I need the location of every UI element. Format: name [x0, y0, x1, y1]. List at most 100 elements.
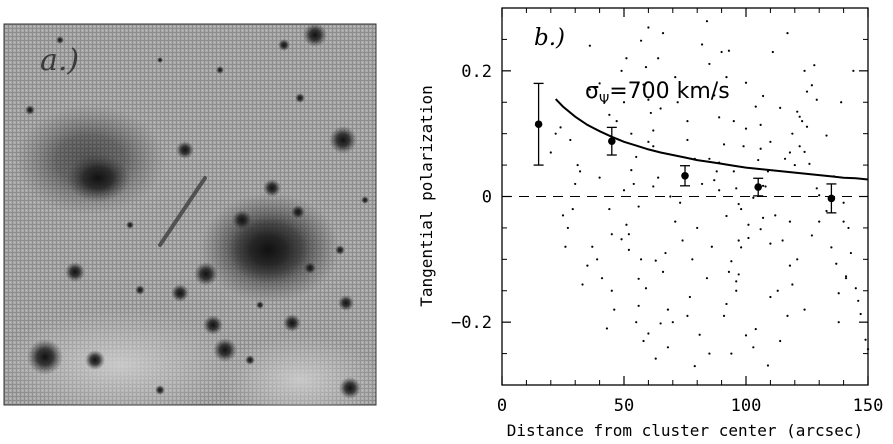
- galaxy-point: [581, 283, 584, 286]
- galaxy-point: [649, 111, 652, 115]
- galaxy-point: [722, 314, 726, 317]
- galaxy-point: [808, 162, 811, 165]
- galaxy-point: [708, 352, 711, 355]
- galaxy-point: [718, 189, 721, 192]
- galaxy-point: [647, 98, 650, 101]
- galaxy-point: [598, 176, 601, 179]
- galaxy-point: [740, 207, 743, 211]
- galaxy-point: [596, 258, 599, 261]
- galaxy-point: [642, 339, 645, 343]
- binned-point: [754, 183, 762, 191]
- galaxy-point: [815, 98, 818, 101]
- galaxy-point: [691, 258, 694, 261]
- galaxy-point: [659, 107, 662, 110]
- cluster-image-panel: a.): [3, 23, 377, 406]
- galaxy-point: [637, 304, 640, 307]
- galaxy-point: [652, 129, 655, 132]
- galaxy-point: [588, 88, 591, 91]
- galaxy-point: [788, 151, 792, 154]
- galaxy-point: [549, 151, 552, 154]
- galaxy-point: [679, 201, 682, 204]
- x-tick-label: 0: [497, 396, 507, 416]
- binned-point: [827, 194, 836, 203]
- galaxy-point: [844, 275, 848, 278]
- galaxy-point: [769, 140, 772, 143]
- galaxy-point: [632, 182, 635, 186]
- galaxy-point: [615, 120, 618, 123]
- galaxy-point: [730, 352, 733, 355]
- galaxy-point: [791, 283, 794, 286]
- galaxy-point: [700, 182, 704, 186]
- galaxy-point: [842, 201, 845, 204]
- galaxy-point: [566, 226, 569, 230]
- galaxy-point: [639, 39, 643, 42]
- galaxy-point: [830, 246, 833, 249]
- galaxy-point: [674, 220, 677, 223]
- galaxy-point: [637, 277, 640, 280]
- galaxy-point: [754, 327, 757, 331]
- galaxy-point: [747, 236, 750, 240]
- galaxy-point: [837, 292, 840, 295]
- galaxy-point: [737, 273, 740, 276]
- galaxy-point: [803, 150, 806, 153]
- binned-point: [534, 120, 543, 129]
- galaxy-point: [825, 134, 828, 137]
- galaxy-point: [698, 333, 701, 336]
- galaxy-point: [798, 115, 801, 118]
- galaxy-point: [857, 299, 860, 302]
- galaxy-point: [847, 226, 850, 230]
- model-annotation: σΨ=700 km/s: [585, 79, 730, 108]
- galaxy-point: [825, 209, 828, 213]
- galaxy-point: [805, 90, 809, 93]
- galaxy-point: [761, 216, 765, 219]
- galaxy-point: [693, 365, 696, 368]
- galaxy-point: [764, 185, 767, 188]
- galaxy-point: [686, 138, 689, 142]
- galaxy-point: [676, 101, 679, 104]
- y-tick-label: 0.2: [461, 62, 492, 82]
- galaxy-point: [652, 185, 655, 188]
- galaxy-point: [652, 145, 655, 148]
- galaxy-point: [727, 270, 731, 273]
- galaxy-point: [725, 76, 728, 79]
- galaxy-point: [837, 321, 840, 324]
- galaxy-point: [705, 20, 709, 23]
- galaxy-point: [720, 50, 723, 54]
- galaxy-point: [859, 312, 862, 316]
- galaxy-point: [591, 245, 594, 248]
- galaxy-point: [608, 113, 611, 116]
- galaxy-point: [559, 126, 562, 129]
- galaxy-point: [576, 163, 579, 167]
- galaxy-point: [779, 339, 782, 343]
- galaxy-point: [664, 251, 667, 255]
- galaxy-point: [644, 65, 648, 69]
- galaxy-point: [752, 346, 755, 349]
- galaxy-point: [732, 120, 735, 123]
- model-curve: [554, 98, 869, 181]
- galaxy-point: [842, 220, 845, 223]
- galaxy-point: [722, 143, 726, 146]
- galaxy-point: [752, 196, 755, 199]
- galaxy-point: [603, 101, 606, 104]
- galaxy-point: [849, 251, 853, 255]
- galaxy-point: [791, 132, 794, 135]
- galaxy-point: [586, 264, 589, 267]
- galaxy-point: [564, 245, 567, 248]
- galaxy-point: [740, 246, 743, 249]
- galaxy-point: [788, 264, 792, 267]
- galaxy-point: [666, 346, 670, 349]
- galaxy-point: [759, 123, 762, 126]
- galaxy-point: [840, 101, 843, 104]
- galaxy-point: [613, 308, 616, 311]
- galaxy-point: [735, 280, 738, 283]
- panel-a-label: a.): [40, 43, 79, 78]
- galaxy-point: [788, 220, 792, 223]
- galaxy-point: [793, 163, 796, 167]
- galaxy-point: [708, 62, 711, 66]
- galaxy-point: [835, 262, 838, 265]
- galaxy-point: [866, 348, 870, 351]
- galaxy-point: [647, 332, 650, 335]
- galaxy-point: [647, 140, 650, 143]
- galaxy-point: [686, 120, 689, 123]
- galaxy-point: [754, 105, 757, 108]
